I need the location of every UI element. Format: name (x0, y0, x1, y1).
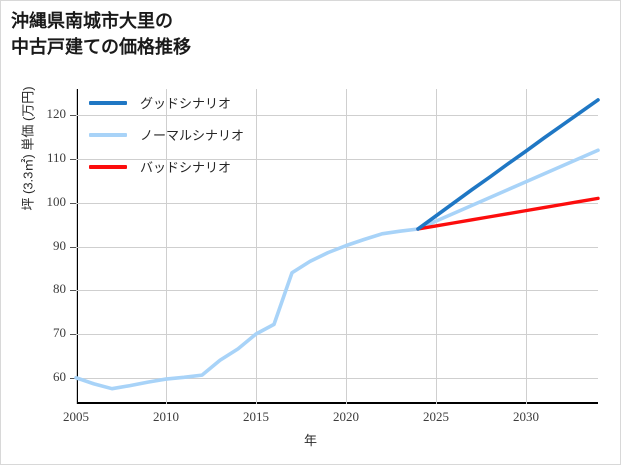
x-tick-2020: 2020 (333, 409, 359, 424)
x-tick-2015: 2015 (243, 409, 269, 424)
legend-label-bad: バッドシナリオ (140, 160, 232, 175)
gridline-y-100 (76, 202, 598, 204)
y-tick-60: 60 (53, 368, 66, 384)
legend-swatch-good-icon (89, 100, 127, 105)
x-axis-line (76, 402, 598, 404)
legend-label-normal: ノーマルシナリオ (140, 128, 245, 143)
x-tick-2025: 2025 (423, 409, 449, 424)
y-axis-title: 坪 (3.3㎡) 単価 (万円) (20, 86, 36, 211)
gridline-x-2020 (346, 89, 347, 404)
chart-title-line1: 沖縄県南城市大里の (11, 11, 173, 31)
gridline-y-80 (76, 290, 598, 292)
legend-swatch-normal-icon (89, 132, 127, 137)
y-tick-mark-90 (70, 246, 76, 248)
gridline-x-2030 (526, 89, 527, 404)
gridline-x-2025 (436, 89, 437, 404)
y-tick-mark-80 (70, 290, 76, 292)
legend-swatch-bad-icon (89, 164, 127, 169)
gridline-y-60 (76, 377, 598, 379)
y-tick-110: 110 (46, 150, 66, 165)
legend-item-bad[interactable]: バッドシナリオ (89, 157, 244, 176)
chart-title-line2: 中古戸建ての価格推移 (11, 36, 191, 57)
x-tick-2010: 2010 (153, 409, 179, 424)
y-tick-120: 120 (46, 106, 67, 122)
x-tick-2005: 2005 (63, 409, 89, 424)
y-tick-80: 80 (53, 281, 66, 297)
y-tick-mark-110 (70, 159, 76, 160)
legend-item-good[interactable]: グッドシナリオ (89, 93, 244, 112)
gridline-x-2005 (76, 89, 77, 404)
y-tick-90: 90 (53, 237, 66, 253)
gridline-y-120 (76, 115, 598, 117)
gridline-x-2015 (256, 89, 257, 404)
y-tick-mark-70 (70, 334, 76, 335)
legend-label-good: グッドシナリオ (140, 96, 232, 111)
chart-legend: グッドシナリオ ノーマルシナリオ バッドシナリオ (89, 93, 244, 176)
y-tick-70: 70 (53, 325, 66, 340)
legend-item-normal[interactable]: ノーマルシナリオ (89, 125, 244, 144)
x-axis-title: 年 (303, 433, 317, 448)
gridline-y-70 (76, 334, 598, 335)
x-tick-2030: 2030 (513, 409, 539, 424)
y-tick-100: 100 (46, 193, 67, 209)
y-tick-mark-60 (70, 377, 76, 379)
gridline-y-90 (76, 246, 598, 248)
chart-title: 沖縄県南城市大里の 中古戸建ての価格推移 (11, 9, 191, 60)
y-tick-mark-100 (70, 202, 76, 204)
y-tick-mark-120 (70, 115, 76, 117)
